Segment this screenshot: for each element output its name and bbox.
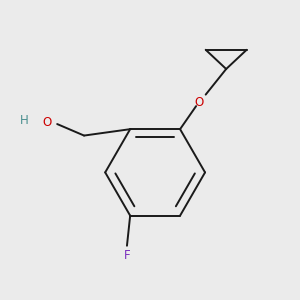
Text: O: O <box>43 116 52 129</box>
Text: O: O <box>195 96 204 109</box>
Text: H: H <box>20 114 28 127</box>
Text: F: F <box>124 249 130 262</box>
